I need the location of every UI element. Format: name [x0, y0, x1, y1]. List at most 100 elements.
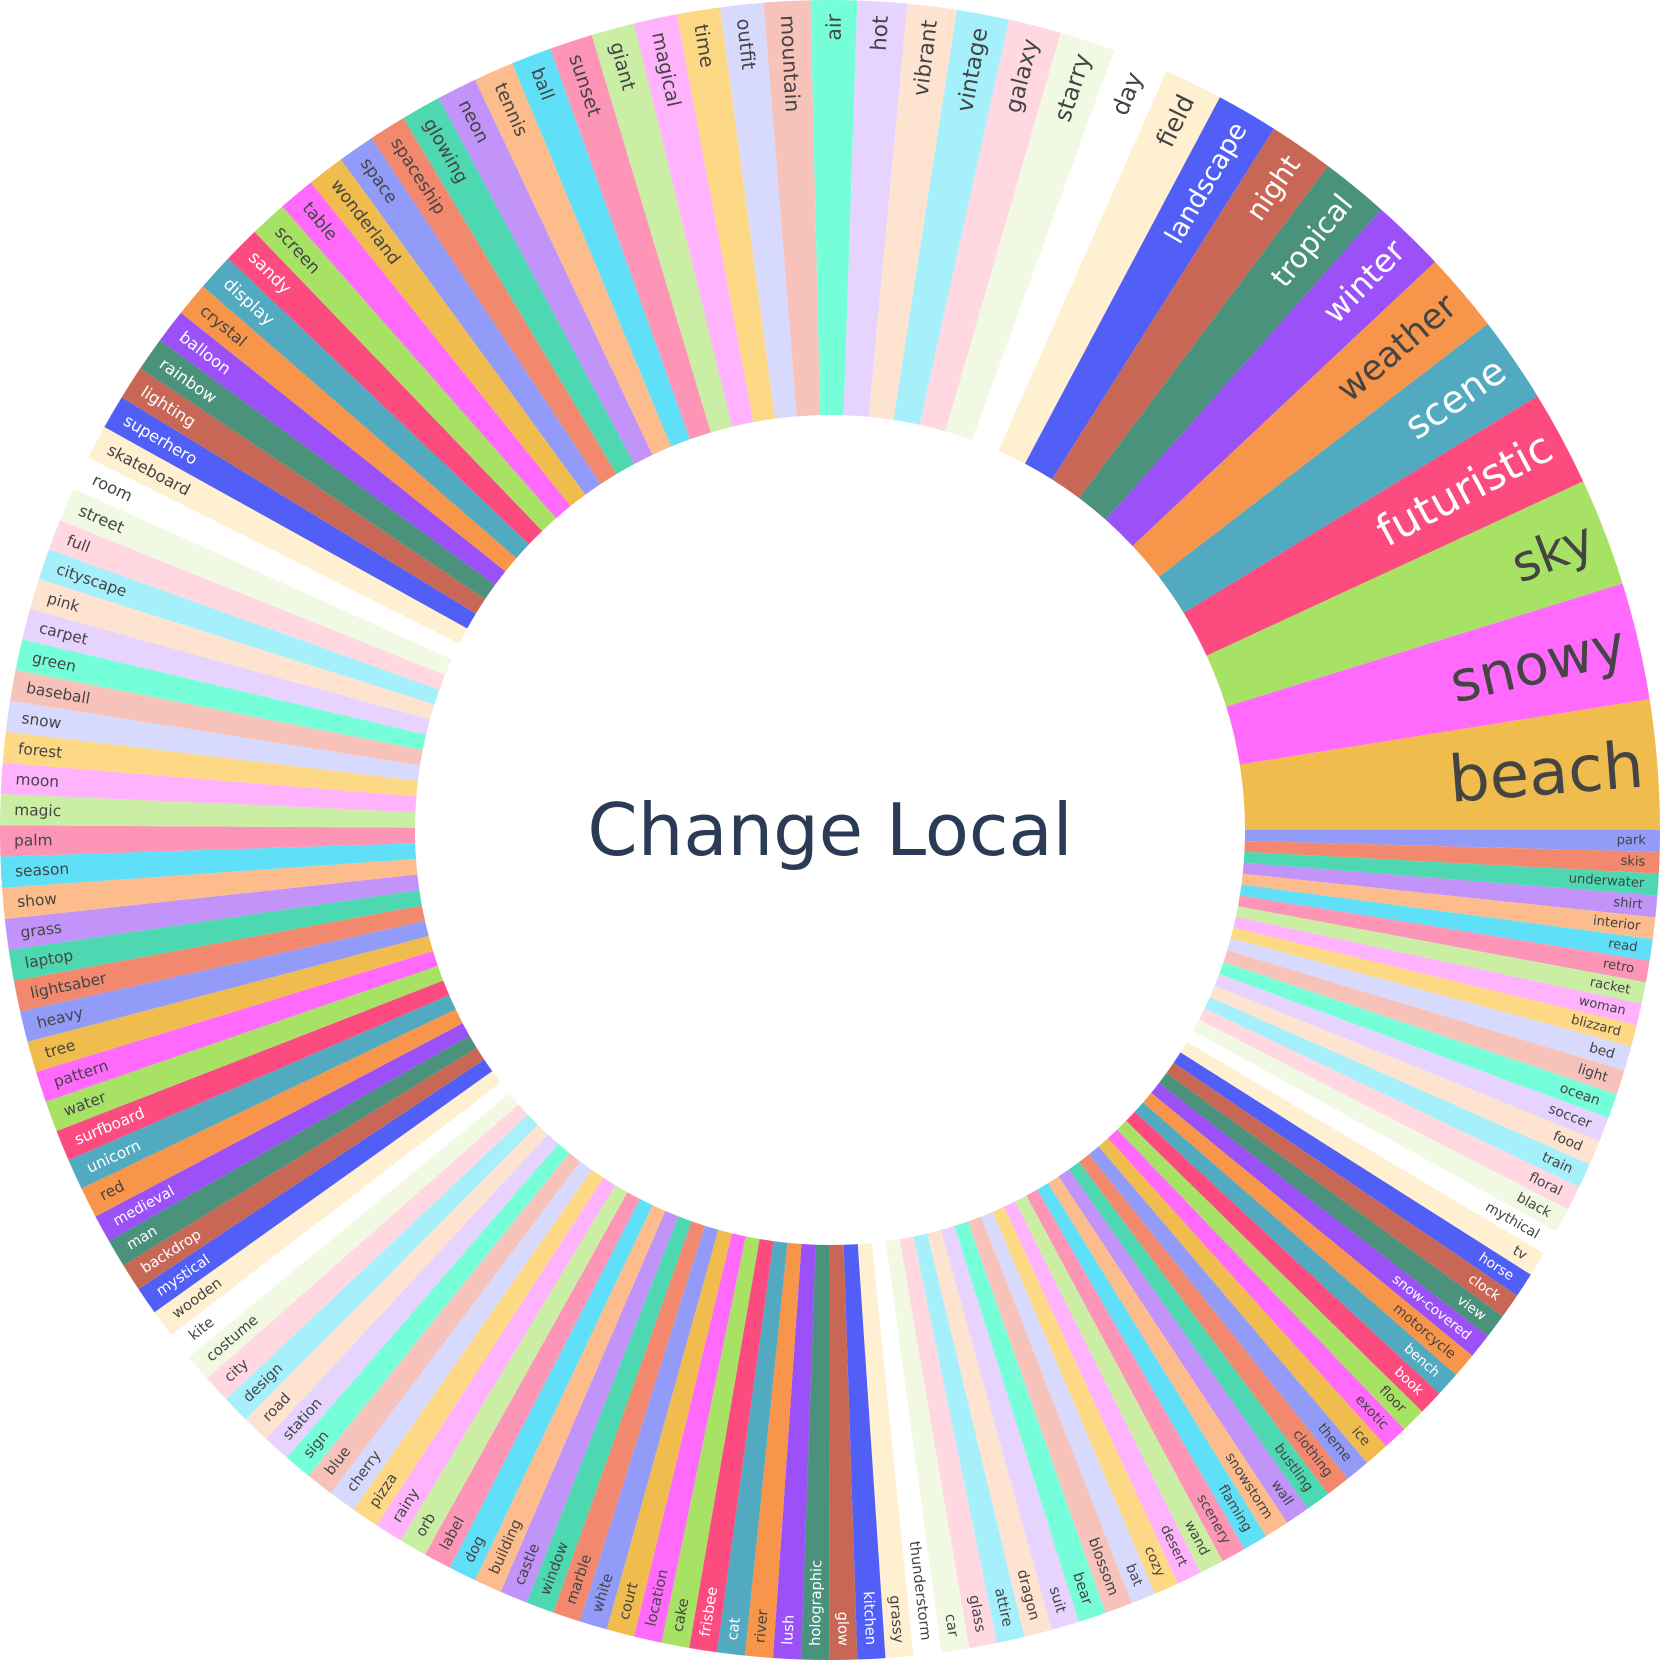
label-air: air	[822, 13, 846, 40]
slice-court	[606, 1229, 732, 1637]
slice-sign	[286, 1143, 570, 1476]
slice-season	[0, 843, 417, 888]
slice-day	[972, 50, 1167, 451]
slice-dog	[449, 1198, 653, 1581]
slice-pizza	[353, 1169, 604, 1526]
slice-cozy	[992, 1206, 1178, 1594]
slice-bustling	[1068, 1161, 1329, 1509]
slice-wand	[1015, 1195, 1223, 1573]
slice-mountain	[763, 0, 821, 417]
slice-cake	[661, 1236, 760, 1648]
slice-location	[634, 1233, 746, 1643]
slice-snowstorm	[1048, 1176, 1288, 1537]
slice-giant	[591, 23, 732, 433]
slice-light	[1223, 950, 1625, 1095]
label-magic: magic	[14, 801, 61, 820]
slice-bed	[1227, 938, 1632, 1071]
slice-clothing	[1079, 1154, 1348, 1494]
center-label: Change Local	[587, 788, 1072, 872]
slice-baseball	[10, 669, 423, 766]
slice-street	[60, 488, 452, 676]
slice-crystal	[180, 286, 517, 572]
slice-room	[73, 457, 460, 660]
slice-castle	[500, 1210, 679, 1603]
slice-show	[2, 858, 418, 919]
slice-scenery	[1026, 1189, 1245, 1562]
slice-ocean	[1219, 962, 1617, 1118]
slice-ice	[1098, 1138, 1386, 1463]
slice-laptop	[8, 890, 422, 981]
slice-mythical	[1186, 1030, 1557, 1254]
slice-theme	[1088, 1146, 1368, 1479]
label-grass: grass	[19, 919, 63, 942]
slice-space	[340, 138, 601, 495]
slice-tennis	[475, 63, 672, 455]
slice-glow	[829, 1244, 858, 1661]
slice-vibrant	[868, 3, 957, 420]
slice-motorcycle	[1143, 1092, 1473, 1375]
slice-marble	[553, 1221, 705, 1622]
slice-wooden	[154, 1071, 501, 1335]
slice-spaceship	[371, 118, 617, 485]
slice-green	[15, 639, 427, 750]
slice-city	[206, 1104, 528, 1400]
slice-hot	[843, 0, 908, 417]
slice-carpet	[22, 609, 430, 735]
slice-cityscape	[38, 549, 440, 705]
slice-lighting	[121, 368, 486, 614]
slice-bench	[1134, 1102, 1457, 1394]
slice-grass	[4, 874, 420, 951]
slice-lightsaber	[13, 905, 426, 1012]
slice-retro	[1237, 895, 1650, 983]
slice-skateboard	[88, 427, 468, 644]
slice-dragon	[927, 1229, 1052, 1637]
slice-outfit	[720, 2, 797, 419]
slice-shirt	[1242, 862, 1658, 918]
slice-water	[45, 965, 444, 1132]
slice-futuristic	[1183, 395, 1584, 656]
slice-full	[48, 520, 446, 690]
slice-horse	[1173, 1052, 1531, 1296]
slice-blossom	[967, 1216, 1132, 1613]
slice-food	[1209, 985, 1600, 1165]
slice-desert	[1003, 1201, 1201, 1584]
slice-surfboard	[56, 980, 450, 1161]
slice-train	[1204, 997, 1590, 1188]
slice-design	[225, 1114, 538, 1420]
slice-read	[1239, 884, 1653, 961]
label-cat: cat	[724, 1616, 744, 1641]
slice-screen	[254, 206, 557, 531]
label-car: car	[941, 1613, 961, 1638]
slice-book	[1126, 1111, 1440, 1412]
slice-costume	[188, 1093, 519, 1379]
slice-sunset	[550, 34, 711, 440]
slice-window	[526, 1216, 692, 1613]
slice-exotic	[1108, 1129, 1405, 1447]
slice-blue	[308, 1152, 581, 1494]
label-park: park	[1617, 833, 1647, 848]
slice-white	[579, 1225, 719, 1630]
slice-winter	[1105, 209, 1436, 546]
label-show: show	[16, 890, 57, 911]
label-grassy: grassy	[886, 1595, 907, 1645]
label-hot: hot	[867, 15, 894, 52]
slice-medieval	[95, 1023, 470, 1242]
slice-starry	[945, 32, 1115, 441]
slice-snow-covered	[1151, 1083, 1488, 1356]
slice-road	[245, 1124, 548, 1439]
slice-car	[885, 1239, 970, 1653]
slice-blizzard	[1230, 927, 1637, 1047]
slice-skis	[1244, 840, 1660, 874]
label-river: river	[752, 1609, 772, 1644]
slice-kitchen	[843, 1244, 886, 1660]
slice-flaming	[1037, 1183, 1267, 1550]
slice-holographic	[801, 1244, 830, 1660]
slice-building	[475, 1205, 666, 1592]
label-moon: moon	[15, 770, 60, 791]
slice-lush	[772, 1244, 816, 1660]
slice-grassy	[857, 1242, 914, 1659]
label-season: season	[15, 860, 70, 881]
slice-wall	[1058, 1169, 1308, 1523]
slice-bear	[954, 1221, 1106, 1622]
